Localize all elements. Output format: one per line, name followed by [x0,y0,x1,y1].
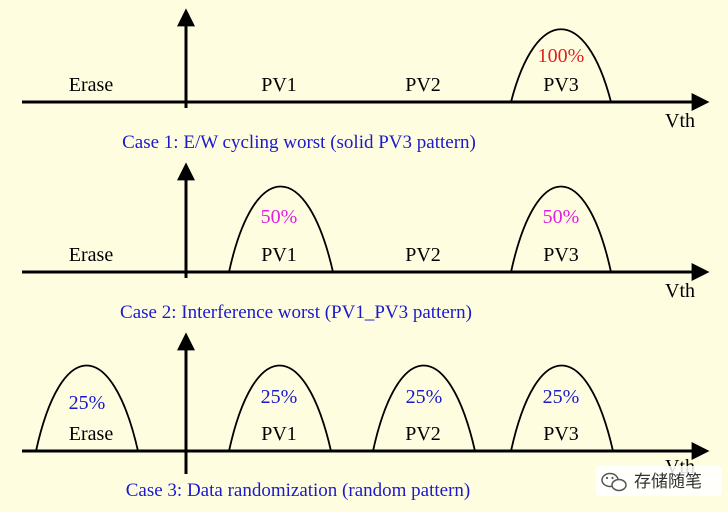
watermark: 存储随笔 [596,466,722,496]
case-3-panel: 25% 25% 25% 25% Erase PV1 PV2 PV3 Vth Ca… [22,332,710,501]
wechat-icon [601,472,627,492]
case-1-caption: Case 1: E/W cycling worst (solid PV3 pat… [122,132,476,153]
state-label-erase: Erase [69,244,114,266]
state-label-pv2: PV2 [405,74,441,96]
state-label-pv1: PV1 [261,244,297,266]
state-label-pv3: PV3 [543,423,579,445]
pv3-distribution-curve [510,28,612,103]
pv3-percent-label: 50% [543,206,580,228]
watermark-text: 存储随笔 [634,472,702,492]
pv3-distribution-curve [510,364,614,452]
state-label-erase: Erase [69,423,114,445]
erase-distribution-curve [35,364,139,452]
pv3-percent-label: 100% [538,45,585,67]
pv3-distribution-curve [510,185,612,273]
pv3-percent-label: 25% [543,386,580,408]
vth-axis-label: Vth [665,110,695,132]
pv1-percent-label: 25% [261,386,298,408]
vth-axis-label: Vth [665,280,695,302]
case-2-caption: Case 2: Interference worst (PV1_PV3 patt… [120,302,472,323]
case-1-panel: 100% Erase PV1 PV2 PV3 Vth Case 1: E/W c… [22,8,710,153]
case-3-caption: Case 3: Data randomization (random patte… [126,480,471,501]
case-2-panel: 50% 50% Erase PV1 PV2 PV3 Vth Case 2: In… [22,162,710,323]
state-label-pv2: PV2 [405,423,441,445]
state-label-erase: Erase [69,74,114,96]
state-label-pv1: PV1 [261,423,297,445]
state-label-pv2: PV2 [405,244,441,266]
state-label-pv1: PV1 [261,74,297,96]
watermark-background [596,466,722,496]
pv1-distribution-curve [228,364,332,452]
pv1-percent-label: 50% [261,206,298,228]
pv2-percent-label: 25% [406,386,443,408]
state-label-pv3: PV3 [543,74,579,96]
pv2-distribution-curve [372,364,476,452]
state-label-pv3: PV3 [543,244,579,266]
erase-percent-label: 25% [69,392,106,414]
pv1-distribution-curve [228,185,334,273]
